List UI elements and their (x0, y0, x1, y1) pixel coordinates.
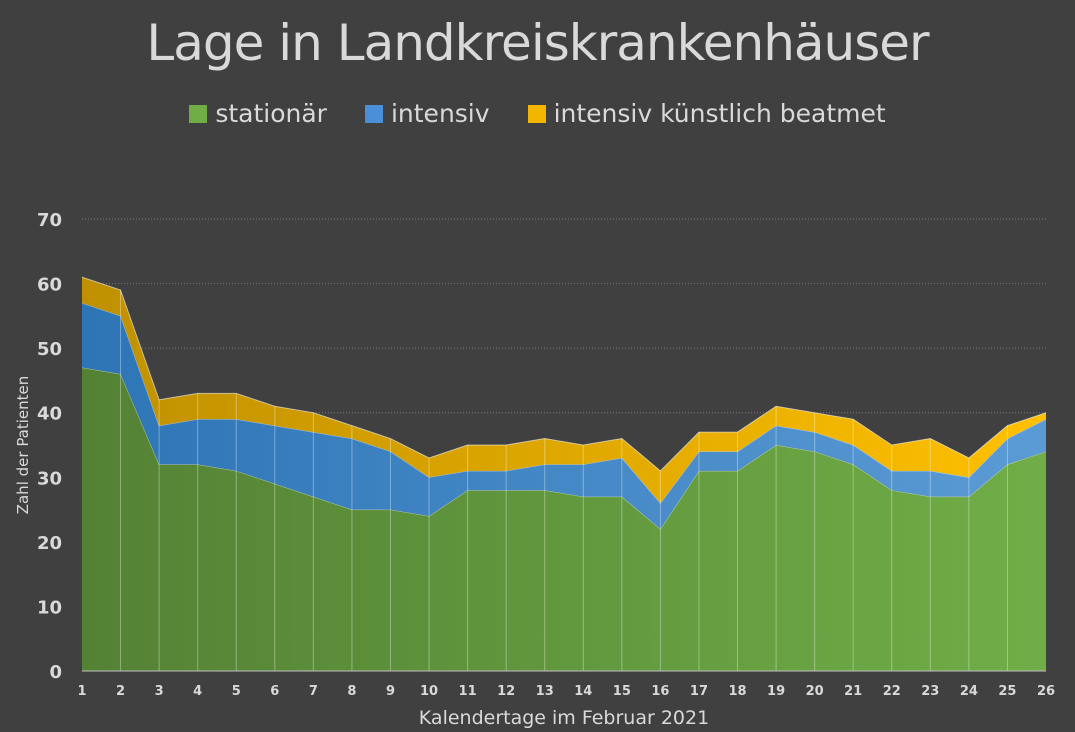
area-beatmet-edge (81, 276, 1047, 472)
x-tick-label: 4 (193, 684, 202, 699)
x-tick-label: 3 (155, 684, 164, 699)
y-tick-label: 70 (37, 210, 62, 231)
chart-legend: stationär intensiv intensiv künstlich be… (0, 99, 1075, 128)
x-tick-label: 11 (459, 684, 477, 699)
x-tick-label: 22 (883, 684, 901, 699)
x-tick-label: 21 (844, 684, 862, 699)
y-tick-label: 0 (49, 662, 62, 683)
legend-label-intensiv: intensiv (390, 99, 490, 128)
x-tick-label: 19 (767, 684, 785, 699)
stacked-areas (81, 276, 1047, 671)
x-axis-ticks: 1 2 3 4 5 6 7 8 9 10 11 12 13 14 15 16 17 18 19 20 21 22 23 24 2… (77, 684, 1055, 699)
x-tick-label: 23 (921, 684, 939, 699)
y-tick-label: 60 (37, 275, 62, 296)
legend-swatch-beatmet (527, 104, 546, 123)
x-tick-label: 14 (574, 684, 592, 699)
x-tick-label: 1 (77, 684, 86, 699)
area-beatmet (82, 277, 1046, 504)
legend-swatch-stationaer (189, 104, 208, 123)
x-tick-label: 6 (270, 684, 279, 699)
y-tick-label: 30 (37, 468, 62, 489)
x-tick-label: 24 (960, 684, 978, 699)
legend-swatch-intensiv (364, 104, 383, 123)
x-tick-label: 9 (386, 684, 395, 699)
x-tick-label: 15 (613, 684, 631, 699)
y-axis-ticks: 0 10 20 30 40 50 60 70 (37, 210, 62, 683)
x-tick-label: 18 (728, 684, 746, 699)
legend-label-beatmet: intensiv künstlich beatmet (553, 99, 886, 128)
category-dividers (82, 290, 1046, 672)
y-tick-label: 10 (37, 597, 62, 618)
x-tick-label: 10 (420, 684, 438, 699)
x-tick-label: 25 (998, 684, 1016, 699)
x-tick-label: 17 (690, 684, 708, 699)
x-tick-label: 26 (1037, 684, 1055, 699)
chart-title: Lage in Landkreiskrankenhäuser (146, 14, 929, 72)
x-tick-label: 7 (309, 684, 318, 699)
x-tick-label: 20 (806, 684, 824, 699)
area-stationaer (82, 367, 1046, 671)
y-axis-label: Zahl der Patienten (14, 376, 32, 515)
x-tick-label: 12 (497, 684, 515, 699)
legend-label-stationaer: stationär (215, 99, 327, 128)
x-tick-label: 8 (347, 684, 356, 699)
y-tick-label: 50 (37, 339, 62, 360)
x-tick-label: 16 (651, 684, 669, 699)
x-tick-label: 5 (232, 684, 241, 699)
x-tick-label: 2 (116, 684, 125, 699)
legend-item-intensiv: intensiv (364, 99, 490, 128)
y-tick-label: 20 (37, 533, 62, 554)
x-tick-label: 13 (536, 684, 554, 699)
legend-item-beatmet: intensiv künstlich beatmet (527, 99, 886, 128)
y-tick-label: 40 (37, 404, 62, 425)
x-axis-label: Kalendertage im Februar 2021 (419, 707, 709, 729)
area-intensiv (82, 302, 1046, 529)
legend-item-stationaer: stationär (189, 99, 327, 128)
